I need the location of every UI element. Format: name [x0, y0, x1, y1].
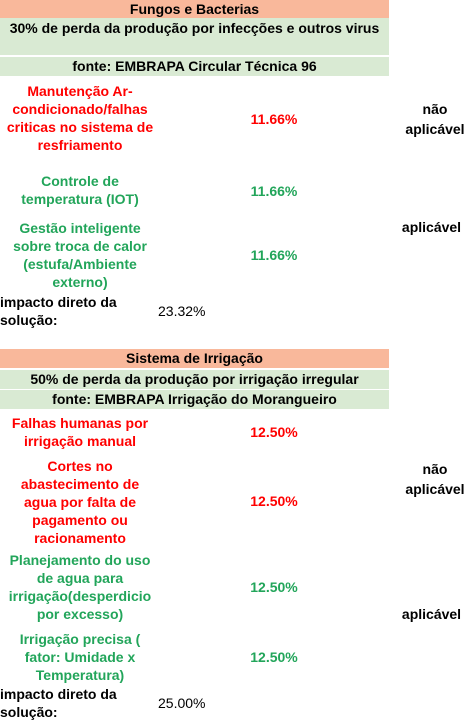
cause-water-planning-pct: 12.50% — [250, 579, 298, 595]
section1-impact-value: 23.32% — [158, 303, 206, 319]
section1-impact-label: impacto direto da solução: — [0, 294, 117, 328]
section2-loss-statement: 50% de perda da produção por irrigação i… — [0, 370, 389, 389]
cause-manual-irrigation-pct: 12.50% — [250, 424, 298, 440]
section2-title: Sistema de Irrigação — [0, 349, 389, 368]
cause-manual-irrigation: Falhas humanas por irrigação manual — [11, 415, 149, 449]
section2-applicable: aplicável — [401, 606, 462, 622]
section1-title: Fungos e Bacterias — [0, 0, 389, 18]
section1-loss-statement: 30% de perda da produção por infecções e… — [0, 18, 389, 55]
cause-temperature-control: Controle de temperatura (IOT) — [21, 173, 139, 207]
section2-not-applicable: não aplicável — [405, 461, 465, 497]
section2-source: fonte: EMBRAPA Irrigação do Morangueiro — [0, 390, 389, 409]
section2-impact-value: 25.00% — [158, 695, 206, 711]
cause-water-cuts-pct: 12.50% — [250, 493, 298, 509]
cause-heat-exchange: Gestão inteligente sobre troca de calor … — [13, 220, 147, 290]
cause-water-planning: Planejamento do uso de agua para irrigaç… — [8, 552, 152, 622]
cause-precise-irrigation: Irrigação precisa ( fator: Umidade x Tem… — [19, 631, 141, 683]
section1-source: fonte: EMBRAPA Circular Técnica 96 — [0, 57, 389, 76]
cause-temperature-control-pct: 11.66% — [250, 183, 298, 199]
section1-applicable: aplicável — [401, 219, 462, 235]
cause-ac-maintenance-pct: 11.66% — [250, 111, 298, 127]
cause-ac-maintenance: Manutenção Ar-condicionado/falhas critic… — [6, 83, 154, 153]
cause-heat-exchange-pct: 11.66% — [250, 247, 298, 263]
section2-impact-label: impacto direto da solução: — [0, 686, 117, 720]
cause-precise-irrigation-pct: 12.50% — [250, 649, 298, 665]
section1-not-applicable: não aplicável — [405, 101, 465, 137]
cause-water-cuts: Cortes no abastecimento de agua por falt… — [20, 458, 140, 546]
